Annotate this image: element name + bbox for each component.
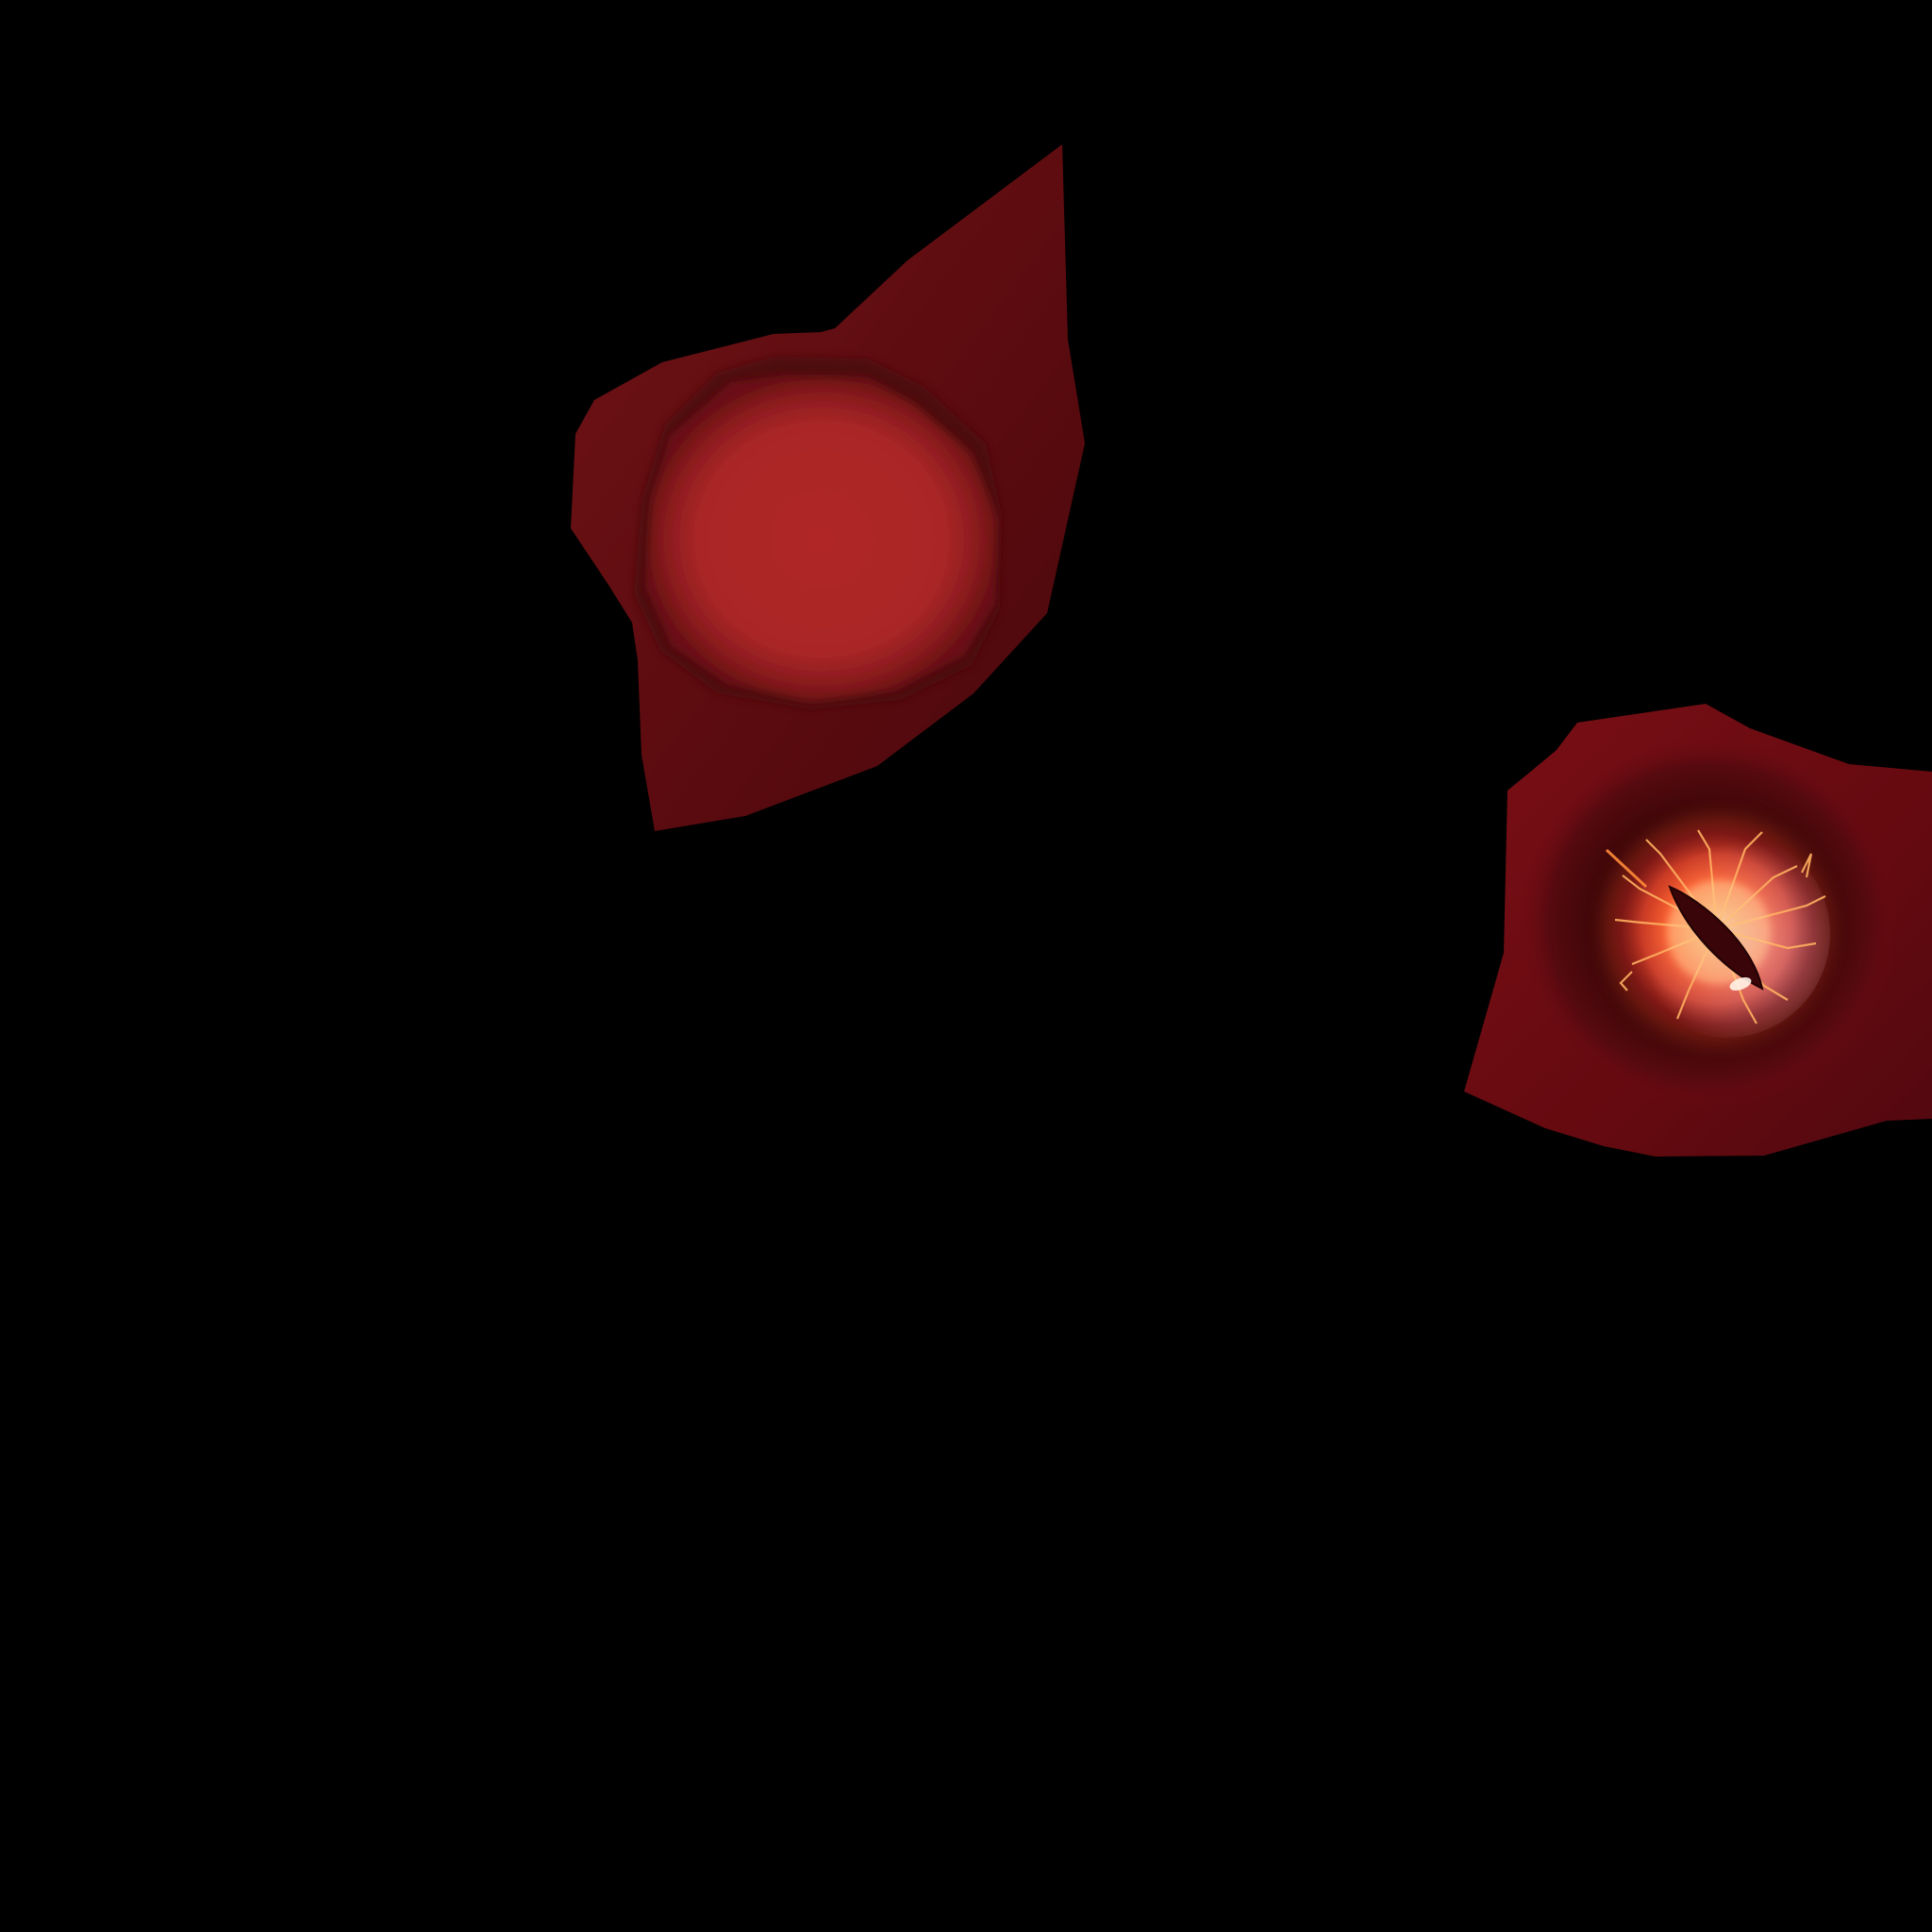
eye-socket-closed-eyeball xyxy=(645,375,998,703)
eye-socket-closed xyxy=(571,144,1085,831)
eye-highlight xyxy=(1729,977,1752,991)
pupil-slit xyxy=(1668,885,1764,991)
eye-socket-open xyxy=(1464,704,1932,1157)
